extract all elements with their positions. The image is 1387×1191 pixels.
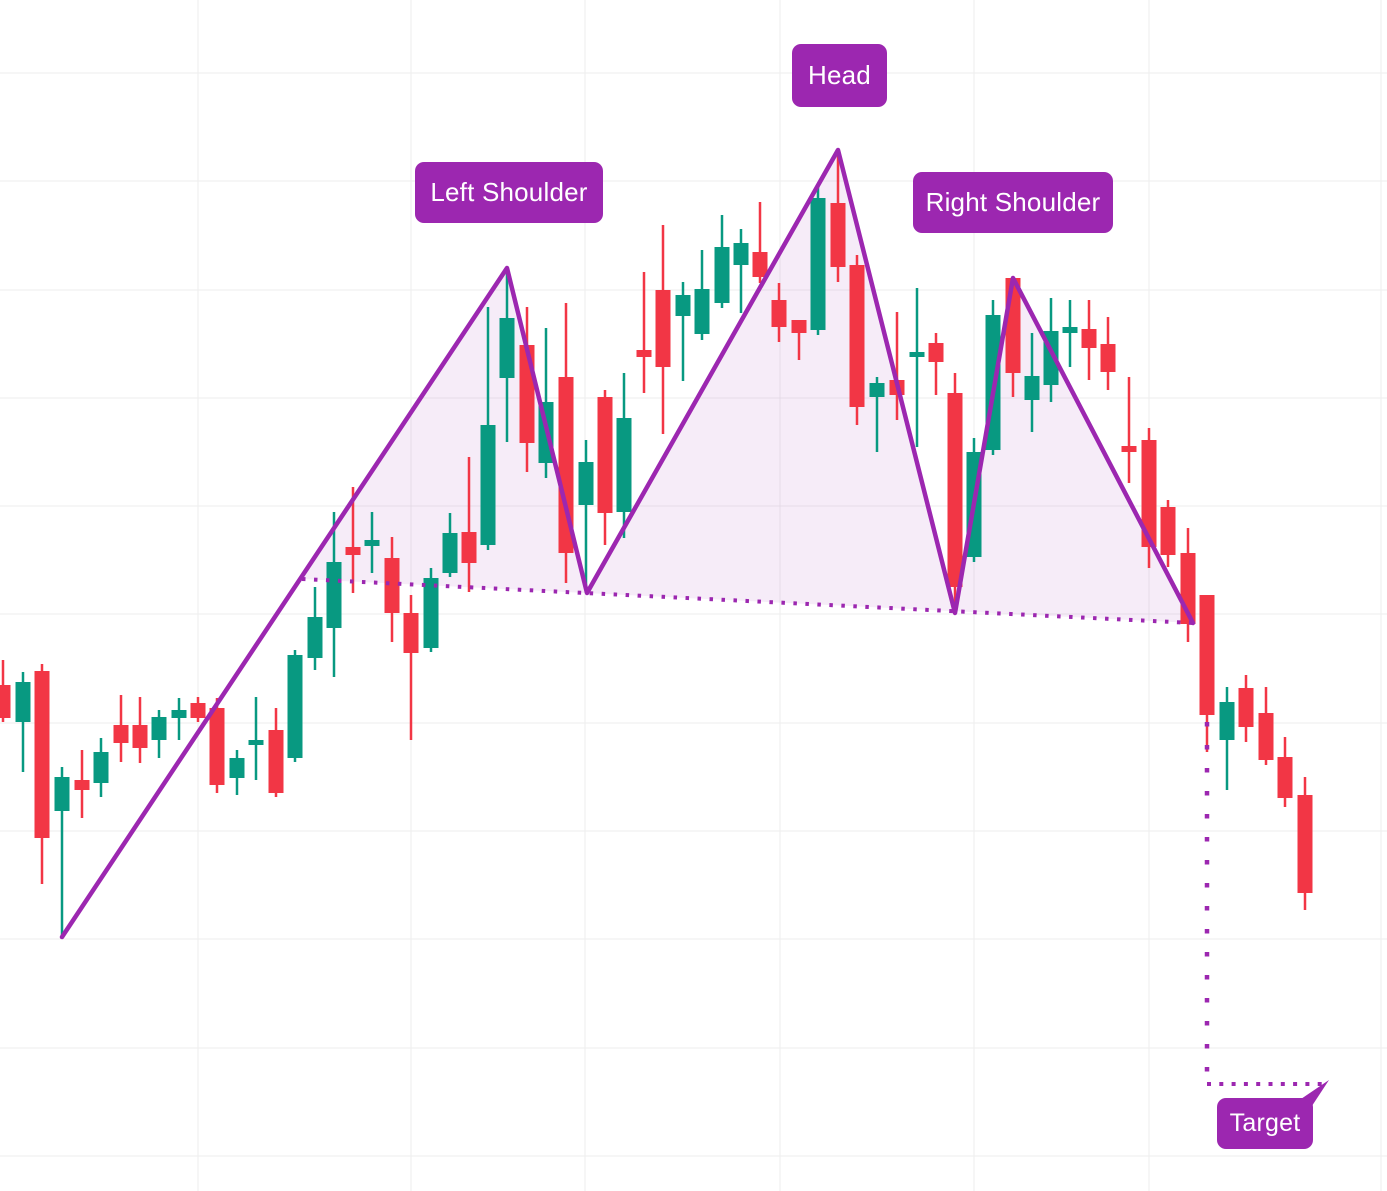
right-shoulder-label-text: Right Shoulder [925, 187, 1101, 217]
candle-body [519, 345, 535, 443]
candle-body [403, 613, 419, 653]
candle-body [1238, 688, 1254, 727]
candle-body [229, 758, 245, 778]
head-label-text: Head [808, 60, 871, 90]
candle-body [0, 685, 11, 718]
pattern-fill-group [302, 150, 1193, 623]
candle-body [1277, 757, 1293, 798]
candle-body [947, 393, 963, 587]
neckline-dotted-line[interactable] [301, 577, 1194, 625]
candle-body [15, 682, 31, 722]
candle-body [1081, 329, 1097, 348]
candle-body [151, 717, 167, 740]
candle-body [733, 243, 749, 265]
candle-body [248, 740, 264, 745]
candle-body [1141, 440, 1157, 547]
candle-body [1199, 595, 1215, 715]
candle-body [771, 300, 787, 327]
candle-body [928, 343, 944, 362]
candle-body [675, 295, 691, 316]
candle-body [1062, 327, 1078, 333]
candle-body [1024, 376, 1040, 400]
candle-body [616, 418, 632, 512]
candle-body [461, 532, 477, 563]
candle-body [307, 617, 323, 658]
left-shoulder-label-text: Left Shoulder [430, 177, 588, 207]
candle-body [1121, 446, 1137, 452]
candle-body [384, 558, 400, 613]
candle-body [1219, 702, 1235, 740]
candle-body [442, 533, 458, 573]
candle-body [714, 247, 730, 303]
pattern-fill-area [302, 150, 1193, 623]
candle-body [655, 290, 671, 367]
candle-body [1160, 507, 1176, 555]
candle-body [326, 562, 342, 628]
candle-body [597, 397, 613, 513]
candle-body [558, 377, 574, 553]
candle-body [1258, 713, 1274, 760]
candle-body [268, 730, 284, 793]
head-label[interactable]: Head [792, 44, 887, 107]
candle-body [810, 198, 826, 330]
candle-body [171, 710, 187, 718]
candle-body [849, 265, 865, 407]
candle-body [423, 578, 439, 648]
candle-body [93, 752, 109, 783]
candle-body [909, 352, 925, 357]
candle-body [132, 725, 148, 748]
candle-body [636, 350, 652, 357]
candle-body [364, 540, 380, 546]
candle-body [34, 671, 50, 838]
candle-body [830, 203, 846, 267]
candle-body [287, 655, 303, 758]
candle-body [499, 318, 515, 378]
candle-body [74, 780, 90, 790]
left-shoulder-label[interactable]: Left Shoulder [415, 162, 603, 223]
target-label-text: Target [1229, 1109, 1301, 1137]
candle-body [345, 547, 361, 555]
candle-body [54, 777, 70, 811]
candle-body [752, 252, 768, 277]
candle-body [1297, 795, 1313, 893]
candle-body [791, 320, 807, 333]
candle-body [694, 289, 710, 334]
target-label[interactable]: Target [1217, 1098, 1313, 1149]
candle-body [578, 462, 594, 505]
candle-body [1100, 344, 1116, 372]
candle-body [113, 725, 129, 743]
right-shoulder-label[interactable]: Right Shoulder [913, 172, 1113, 233]
head-and-shoulders-zigzag-line[interactable] [59, 147, 1196, 940]
candle-body [480, 425, 496, 545]
candle-body [209, 708, 225, 785]
candle-body [190, 703, 206, 718]
candle-body [869, 383, 885, 397]
